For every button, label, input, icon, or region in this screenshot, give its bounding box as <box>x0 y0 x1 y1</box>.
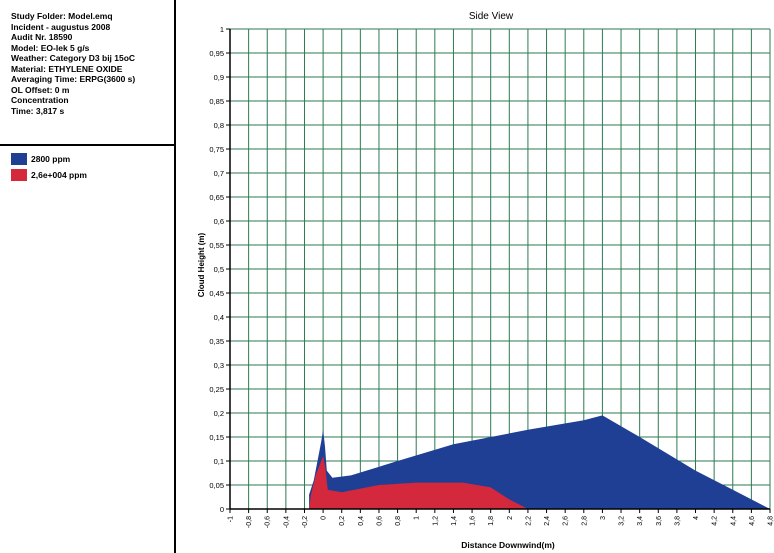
x-axis-ticks: -1 -0,8 -0,6 -0,4 -0,2 0 0,2 0,4 0,6 0,8 1 1,2 1,4 1,… <box>228 509 774 528</box>
study-info: Study Folder: Model.emq Incident - augus… <box>11 11 135 116</box>
legend: 2800 ppm 2,6e+004 ppm <box>11 152 87 184</box>
x-tick-label: 4,6 <box>749 516 756 526</box>
x-tick-label: 1,8 <box>488 516 495 526</box>
side-view-chart: Side View Cloud Height (m) Distance Down… <box>197 11 774 550</box>
legend-swatch-red <box>11 169 27 181</box>
x-tick-label: -0,8 <box>246 516 253 528</box>
x-tick-label: 3,6 <box>656 516 663 526</box>
x-tick-label: 1,4 <box>451 516 458 526</box>
legend-label: 2800 ppm <box>31 154 71 164</box>
model-line: Model: EO-lek 5 g/s <box>11 42 90 53</box>
x-tick-label: 2,2 <box>525 516 532 526</box>
x-tick-label: -0,6 <box>265 516 272 528</box>
x-tick-label: -0,4 <box>283 516 290 528</box>
study-folder-line: Study Folder: Model.emq <box>11 11 113 21</box>
info-panel: Study Folder: Model.emq Incident - augus… <box>0 0 176 553</box>
y-tick-label: 0,7 <box>214 169 224 178</box>
x-tick-label: 2,8 <box>581 516 588 526</box>
x-tick-label: 0,4 <box>358 516 365 526</box>
y-tick-label: 0,85 <box>209 97 224 106</box>
legend-swatch-blue <box>11 153 27 165</box>
x-tick-label: 3,2 <box>619 516 626 526</box>
x-tick-label: 4,4 <box>730 516 737 526</box>
weather-line: Weather: Category D3 bij 15oC <box>11 53 136 63</box>
y-tick-label: 0,2 <box>214 409 224 418</box>
offset-line: OL Offset: 0 m <box>11 84 70 95</box>
material-line: Material: ETHYLENE OXIDE <box>11 63 123 74</box>
incident-line: Incident - augustus 2008 <box>11 21 111 32</box>
concentration-line: Concentration <box>11 95 69 105</box>
y-axis-label: Cloud Height (m) <box>197 232 206 297</box>
y-tick-label: 0,35 <box>209 337 224 346</box>
y-tick-label: 0,15 <box>209 433 224 442</box>
averaging-time-line: Averaging Time: ERPG(3600 s) <box>11 74 136 84</box>
y-tick-label: 0,8 <box>214 121 224 130</box>
x-tick-label: 0,8 <box>395 516 402 526</box>
x-tick-label: -0,2 <box>302 516 309 528</box>
y-tick-label: 0,45 <box>209 289 224 298</box>
y-tick-label: 0,05 <box>209 481 224 490</box>
series-area-2 <box>309 456 528 509</box>
x-tick-label: 1 <box>414 516 421 520</box>
time-line: Time: 3,817 s <box>11 105 65 116</box>
x-tick-label: 0,6 <box>376 516 383 526</box>
y-tick-label: 0,95 <box>209 49 224 58</box>
y-tick-label: 0,5 <box>214 265 224 274</box>
x-tick-label: 2,6 <box>563 516 570 526</box>
y-tick-label: 0,4 <box>214 313 224 322</box>
x-tick-label: 0,2 <box>339 516 346 526</box>
y-tick-label: 0,65 <box>209 193 224 202</box>
x-tick-label: 2,4 <box>544 516 551 526</box>
panel-divider <box>0 144 174 146</box>
x-tick-label: 2 <box>507 516 514 520</box>
x-tick-label: 1,2 <box>432 516 439 526</box>
y-tick-label: 0,55 <box>209 241 224 250</box>
legend-item-series-2: 2,6e+004 ppm <box>11 168 87 182</box>
legend-label: 2,6e+004 ppm <box>31 170 87 180</box>
y-axis-ticks: 0 0,05 0,1 0,15 0,2 0,25 0,3 0,35 0,4 0,45 0,5 0,55… <box>209 25 230 514</box>
plot-areas <box>309 415 770 509</box>
x-tick-label: -1 <box>228 516 235 522</box>
y-tick-label: 0,1 <box>214 457 224 466</box>
x-tick-label: 4 <box>693 516 700 520</box>
y-tick-label: 0,3 <box>214 361 224 370</box>
y-tick-label: 1 <box>220 25 224 34</box>
y-tick-label: 0,75 <box>209 145 224 154</box>
y-tick-label: 0,25 <box>209 385 224 394</box>
x-tick-label: 4,8 <box>768 516 774 526</box>
y-tick-label: 0,9 <box>214 73 224 82</box>
y-tick-label: 0,6 <box>214 217 224 226</box>
x-tick-label: 3,8 <box>674 516 681 526</box>
legend-item-series-1: 2800 ppm <box>11 152 87 166</box>
x-tick-label: 4,2 <box>712 516 719 526</box>
chart-title: Side View <box>469 11 514 22</box>
x-tick-label: 0 <box>321 516 328 520</box>
x-tick-label: 3,4 <box>637 516 644 526</box>
x-tick-label: 3 <box>600 516 607 520</box>
x-tick-label: 1,6 <box>470 516 477 526</box>
y-tick-label: 0 <box>220 505 224 514</box>
audit-line: Audit Nr. 18590 <box>11 32 73 42</box>
x-axis-label: Distance Downwind(m) <box>461 540 555 550</box>
